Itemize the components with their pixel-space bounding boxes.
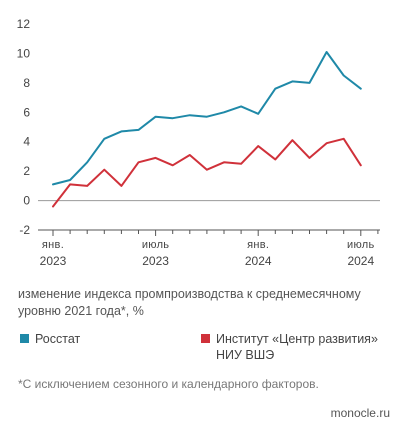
y-tick-label: 10 [17,46,31,60]
source-label: monocle.ru [330,406,390,420]
x-tick-label: янв. [247,239,269,251]
y-tick-label: 0 [23,194,30,208]
legend-swatch-rosstat [20,334,29,343]
y-tick-label: 6 [23,105,30,119]
x-tick-label-year: 2023 [142,254,169,268]
y-tick-label: 8 [23,76,30,90]
y-tick-label: 4 [23,135,30,149]
series-lines [52,51,362,208]
x-axis-labels: янв. 2023 июль 2023 янв. 2024 июль 2024 [40,239,375,268]
axes [38,200,380,236]
x-tick-label-year: 2023 [40,254,67,268]
x-tick-label-year: 2024 [245,254,272,268]
chart-caption: изменение индекса промпроизводства к сре… [18,287,361,318]
legend-label-hse: Институт «Центр развития» НИУ ВШЭ [216,332,378,362]
y-axis-labels: 12 10 8 6 4 2 0 -2 [17,17,31,237]
series-line-rosstat [52,51,362,186]
series-line-hse [52,137,362,208]
x-tick-label: июль [347,239,375,251]
y-tick-label: 12 [17,17,31,31]
y-tick-label: -2 [19,223,30,237]
legend-swatch-hse [201,334,210,343]
legend-label-rosstat: Росстат [35,332,81,346]
y-tick-label: 2 [23,164,30,178]
x-tick-label-year: 2024 [347,254,374,268]
x-tick-label: янв. [42,239,64,251]
chart: 12 10 8 6 4 2 0 -2 янв. 2023 июль 2023 янв. 2024 июль… [17,17,380,268]
x-tick-label: июль [142,239,170,251]
footnote: *С исключением сезонного и календарного … [18,377,319,391]
